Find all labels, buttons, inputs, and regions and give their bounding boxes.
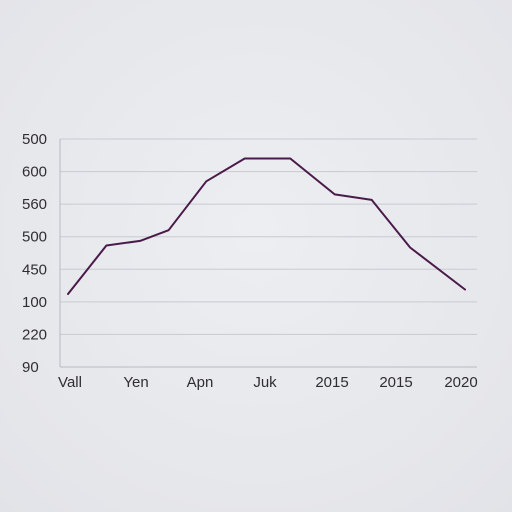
y-tick-label: 450	[22, 261, 47, 278]
series-line	[67, 157, 466, 295]
x-tick-label: 2020	[444, 374, 477, 391]
x-tick-label: Vall	[58, 374, 82, 391]
x-tick-labels: Vall Yen Apn Juk 2015 2015 2020	[58, 374, 478, 391]
x-tick-label: 2015	[315, 374, 348, 391]
y-tick-label: 220	[22, 326, 47, 343]
y-tick-label: 100	[22, 294, 47, 311]
x-tick-label: Apn	[187, 374, 214, 391]
y-tick-label: 600	[22, 164, 47, 181]
x-tick-label: Juk	[253, 374, 277, 391]
y-tick-label: 560	[22, 196, 47, 213]
grid-lines	[60, 138, 477, 335]
y-tick-labels: 500 600 560 500 450 100 220 90	[22, 131, 47, 376]
series-layer	[67, 157, 466, 295]
y-tick-label: 90	[22, 359, 39, 376]
x-tick-label: Yen	[123, 374, 148, 391]
y-tick-label: 500	[22, 229, 47, 246]
x-tick-label: 2015	[379, 374, 412, 391]
axes	[59, 139, 477, 368]
y-tick-label: 500	[22, 131, 47, 148]
